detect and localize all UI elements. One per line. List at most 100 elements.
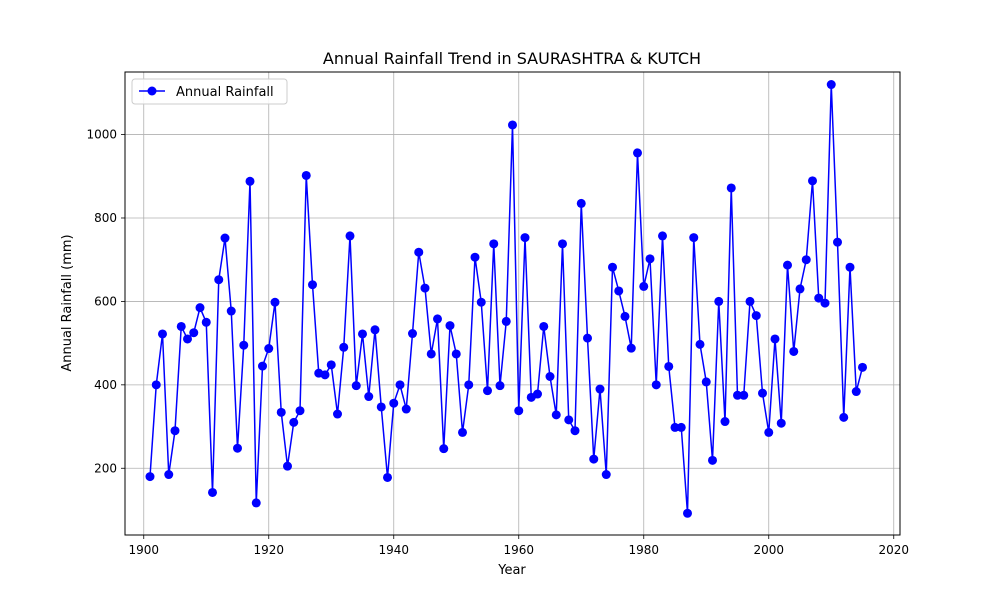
data-point [445, 321, 455, 331]
data-point [833, 237, 842, 247]
data-point [620, 311, 630, 321]
data-point [695, 339, 705, 349]
data-point [808, 176, 817, 186]
data-point [570, 426, 580, 436]
data-point [220, 233, 230, 243]
data-point [726, 183, 736, 193]
data-point [626, 343, 636, 353]
data-point [701, 377, 711, 387]
data-point [458, 427, 467, 437]
data-point [426, 349, 436, 359]
data-point [639, 281, 649, 291]
data-point [845, 262, 855, 272]
data-point [489, 239, 499, 249]
data-point [589, 454, 599, 464]
data-point [476, 297, 486, 307]
data-point [395, 380, 405, 390]
data-point [189, 328, 199, 338]
data-point [770, 334, 780, 344]
data-point [576, 198, 586, 208]
data-point [614, 286, 624, 296]
data-point [151, 380, 161, 390]
chart-title: Annual Rainfall Trend in SAURASHTRA & KU… [323, 49, 701, 68]
data-point [583, 333, 592, 343]
data-point [733, 390, 742, 400]
y-tick-label: 1000 [86, 128, 117, 142]
data-point [183, 334, 192, 344]
data-point [308, 280, 317, 290]
data-point [539, 321, 549, 331]
data-point [851, 387, 861, 397]
data-point [483, 386, 492, 396]
data-point [239, 340, 249, 350]
data-point [264, 344, 274, 354]
data-point [658, 231, 667, 241]
data-point [276, 407, 286, 417]
data-point [676, 422, 686, 432]
data-point [564, 415, 574, 425]
data-point [158, 329, 167, 339]
data-point [258, 361, 267, 371]
x-tick-label: 2020 [878, 543, 909, 557]
x-tick-label: 1960 [503, 543, 534, 557]
data-point [301, 170, 311, 180]
data-point [439, 444, 449, 454]
x-tick-label: 2000 [753, 543, 784, 557]
data-point [558, 239, 567, 249]
data-point [814, 293, 824, 303]
data-point [245, 176, 255, 186]
data-point [401, 404, 411, 414]
x-tick-label: 1900 [128, 543, 159, 557]
data-point [633, 148, 642, 158]
plot-area-frame [124, 71, 901, 536]
y-axis-label: Annual Rainfall (mm) [60, 234, 75, 371]
data-point [826, 80, 836, 90]
data-point [270, 297, 280, 307]
data-point [195, 303, 205, 313]
x-tick-label: 1940 [378, 543, 409, 557]
data-point [414, 247, 424, 257]
data-point [801, 255, 811, 265]
legend-entry-annual-rainfall: Annual Rainfall [176, 85, 274, 100]
y-tick-label: 400 [94, 378, 117, 392]
x-tick-label: 1920 [253, 543, 284, 557]
data-point [364, 392, 374, 402]
data-point [370, 325, 380, 335]
data-point [389, 398, 399, 408]
data-point [758, 388, 767, 398]
legend-marker-swatch [147, 86, 157, 96]
data-point [333, 409, 342, 419]
data-point [214, 275, 224, 285]
data-point [508, 120, 517, 130]
data-point [383, 472, 392, 482]
x-tick-label: 1980 [628, 543, 659, 557]
data-point [764, 427, 774, 437]
data-point [551, 410, 561, 420]
data-point [451, 349, 461, 359]
data-point [339, 342, 349, 352]
data-point [751, 311, 761, 321]
data-point [345, 231, 355, 241]
data-point [670, 422, 680, 432]
data-point [351, 381, 361, 391]
data-point [420, 283, 430, 293]
y-tick-label: 800 [94, 211, 117, 225]
data-point [433, 314, 442, 324]
data-point [226, 306, 236, 316]
data-point [714, 296, 724, 306]
data-point [251, 498, 261, 508]
data-point [739, 390, 749, 400]
data-point [795, 284, 805, 294]
data-point [176, 321, 186, 331]
tick-layer: 1900 1920 1940 1960 1980 2000 2020 200 400 600 800… [86, 128, 909, 557]
data-point [789, 346, 799, 356]
x-axis-label: Year [497, 563, 526, 578]
data-point [645, 254, 655, 264]
data-point [839, 412, 849, 422]
data-point [170, 426, 180, 436]
data-point [708, 455, 717, 465]
series-layer [145, 80, 867, 518]
y-tick-label: 200 [94, 461, 117, 475]
data-point [283, 461, 292, 471]
data-point [858, 362, 867, 372]
